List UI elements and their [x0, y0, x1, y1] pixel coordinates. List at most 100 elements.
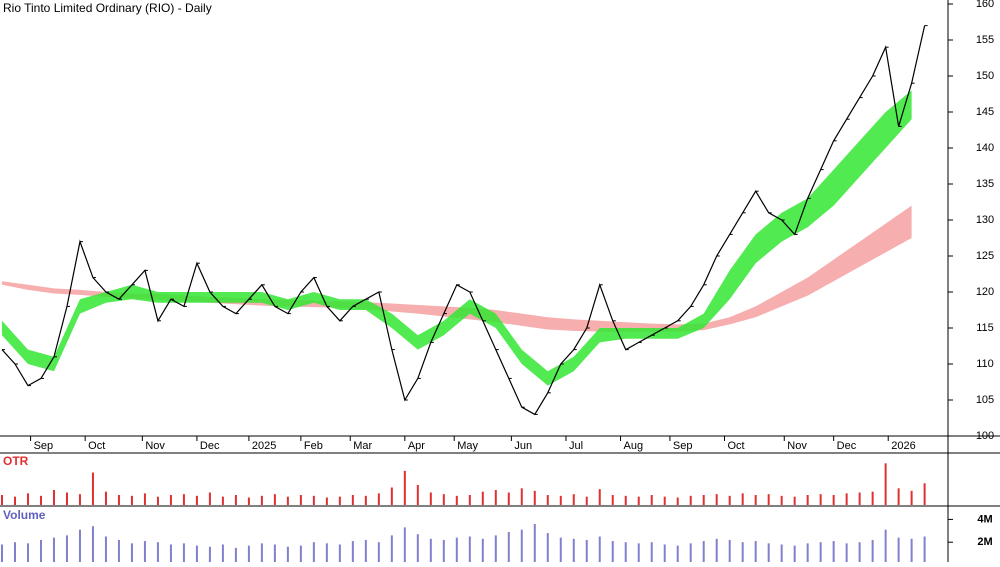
volume-bar — [247, 545, 250, 565]
otr-bar — [117, 495, 120, 505]
volume-bar — [702, 541, 705, 565]
otr-bar — [858, 492, 861, 505]
otr-bar — [234, 495, 237, 505]
otr-bar — [312, 495, 315, 505]
otr-bar — [338, 496, 341, 505]
otr-label: OTR — [3, 454, 29, 468]
otr-bar — [91, 472, 94, 505]
volume-bar — [299, 545, 302, 565]
otr-bar — [169, 495, 172, 505]
volume-bar — [923, 536, 926, 565]
chart-title: Rio Tinto Limited Ordinary (RIO) - Daily — [3, 1, 212, 15]
x-tick-label: Dec — [837, 440, 857, 452]
otr-bar — [65, 492, 68, 505]
volume-bar — [910, 538, 913, 565]
otr-bar — [832, 495, 835, 505]
otr-bar — [390, 487, 393, 505]
volume-y-tick-label: 4M — [977, 513, 992, 525]
volume-bar — [208, 546, 211, 565]
otr-bar — [728, 495, 731, 505]
y-tick-label: 160 — [976, 0, 994, 10]
otr-bar — [507, 492, 510, 505]
volume-bar — [260, 543, 263, 565]
otr-bar — [676, 497, 679, 505]
otr-bar — [611, 495, 614, 505]
volume-bar — [767, 543, 770, 565]
volume-bar — [416, 534, 419, 565]
otr-bar — [273, 494, 276, 505]
volume-bar — [611, 541, 614, 565]
otr-bar — [533, 490, 536, 505]
volume-bar — [728, 539, 731, 565]
x-tick-label: Nov — [145, 440, 165, 452]
otr-bar — [442, 494, 445, 505]
y-tick-label: 115 — [976, 322, 994, 334]
y-tick-label: 125 — [976, 250, 994, 262]
volume-bar — [143, 541, 146, 565]
volume-bar — [832, 541, 835, 565]
otr-bar — [182, 494, 185, 505]
y-tick-label: 140 — [976, 142, 994, 154]
y-tick-label: 130 — [976, 214, 994, 226]
otr-bar — [793, 496, 796, 505]
x-tick-label: Jul — [569, 440, 583, 452]
volume-bar — [130, 543, 133, 565]
y-tick-label: 110 — [976, 358, 994, 370]
volume-bar — [78, 529, 81, 565]
volume-bar — [663, 544, 666, 565]
volume-bar — [351, 541, 354, 565]
volume-bar — [585, 539, 588, 565]
otr-bar — [364, 495, 367, 505]
otr-bar — [403, 470, 406, 505]
otr-bar — [663, 496, 666, 505]
otr-bar — [624, 495, 627, 505]
volume-bar — [494, 535, 497, 565]
otr-bar — [494, 490, 497, 505]
otr-bar — [702, 495, 705, 505]
y-tick-label: 155 — [976, 34, 994, 46]
volume-bar — [871, 539, 874, 565]
volume-y-tick-label: 2M — [977, 536, 992, 548]
otr-bar — [910, 490, 913, 505]
x-tick-label: Nov — [787, 440, 807, 452]
y-tick-label: 100 — [976, 430, 994, 442]
otr-bar — [429, 492, 432, 505]
volume-bar — [273, 544, 276, 565]
volume-bar — [52, 537, 55, 565]
otr-bar — [416, 485, 419, 505]
otr-bar — [715, 494, 718, 505]
volume-bar — [754, 541, 757, 565]
volume-bar — [741, 542, 744, 565]
otr-bar — [52, 490, 55, 505]
volume-bar — [364, 539, 367, 565]
volume-bar — [403, 527, 406, 565]
volume-bar — [234, 547, 237, 565]
volume-bar — [338, 544, 341, 565]
otr-bar — [572, 494, 575, 505]
volume-bar — [546, 533, 549, 565]
x-tick-label: Aug — [624, 440, 644, 452]
x-tick-label: Oct — [88, 440, 105, 452]
volume-bar — [13, 542, 16, 565]
otr-bar — [884, 463, 887, 505]
volume-bar — [676, 545, 679, 565]
x-tick-label: Oct — [727, 440, 744, 452]
volume-bar — [455, 537, 458, 565]
volume-bar — [819, 542, 822, 565]
volume-bar — [793, 545, 796, 565]
volume-label: Volume — [3, 508, 46, 522]
otr-bar — [286, 496, 289, 505]
otr-bar — [481, 491, 484, 505]
otr-bar — [689, 495, 692, 505]
volume-bar — [689, 543, 692, 565]
volume-bar — [780, 544, 783, 565]
x-tick-label: May — [457, 440, 478, 452]
otr-bar — [520, 488, 523, 505]
volume-bar — [715, 538, 718, 565]
otr-bar — [741, 493, 744, 505]
x-tick-label: Feb — [304, 440, 323, 452]
otr-bar — [923, 483, 926, 505]
volume-bar — [104, 536, 107, 565]
otr-bar — [819, 494, 822, 505]
